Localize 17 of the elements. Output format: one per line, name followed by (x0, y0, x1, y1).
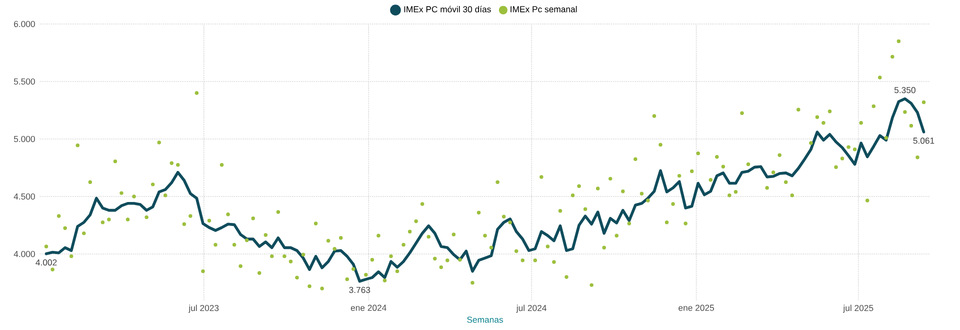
y-tick-label: 5.500 (14, 78, 35, 85)
y-tick-label: 6.000 (14, 20, 35, 28)
legend-label: IMEx Pc semanal (510, 6, 577, 12)
x-tick-label: ene 2024 (350, 304, 386, 311)
data-label: 3.763 (349, 286, 370, 293)
y-tick-label: 4.000 (14, 250, 35, 258)
x-axis-title: Semanas (467, 316, 503, 323)
data-label: 5.350 (894, 87, 916, 94)
x-tick-label: jul 2024 (516, 304, 546, 313)
data-label: 5.061 (913, 138, 934, 144)
legend-label: IMEx PC móvil 30 días (404, 6, 491, 12)
x-tick-label: jul 2023 (188, 304, 219, 313)
y-tick-label: 5.000 (14, 136, 35, 142)
y-tick-label: 4.500 (14, 193, 35, 200)
data-label: 4.002 (36, 259, 57, 266)
x-tick-label: ene 2025 (678, 304, 714, 311)
x-tick-label: jul 2025 (843, 304, 874, 313)
